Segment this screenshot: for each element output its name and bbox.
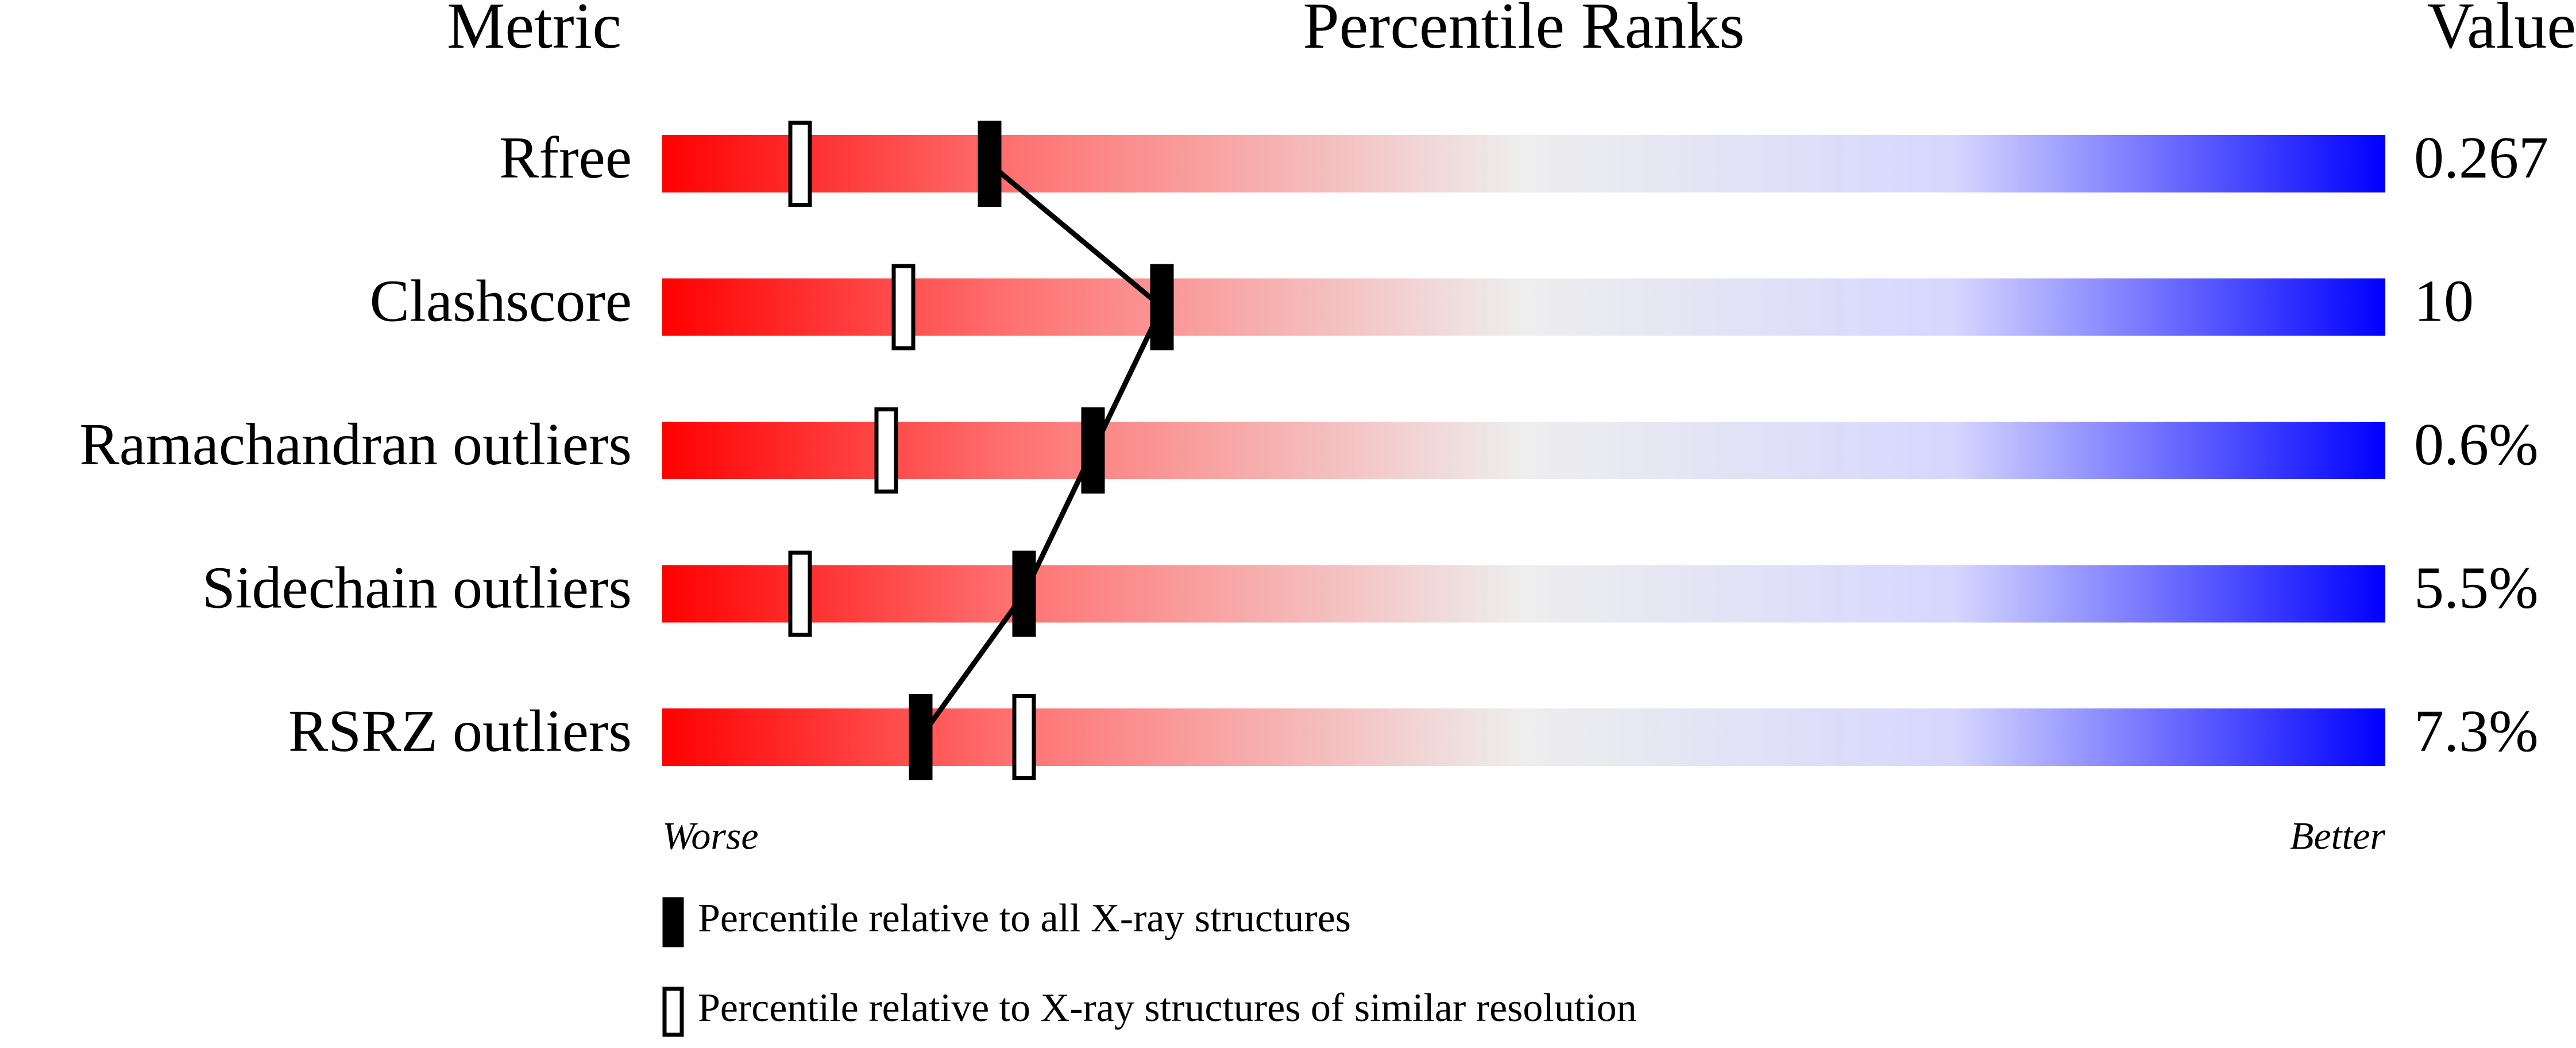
percentile-marker	[1150, 264, 1174, 350]
axis-label: Worse	[662, 814, 759, 858]
slider-bar	[662, 278, 2385, 336]
metric-label: Rfree	[499, 125, 632, 191]
slider-bar	[662, 422, 2385, 479]
slider-bar	[662, 565, 2385, 623]
percentile-marker	[1012, 550, 1036, 637]
legend-label: Percentile relative to all X-ray structu…	[698, 896, 1351, 941]
header: Value	[2427, 0, 2576, 62]
metric-label: Ramachandran outliers	[79, 411, 632, 477]
axis-label: Better	[2290, 814, 2386, 858]
legend-swatch	[662, 897, 684, 947]
percentile-marker	[1012, 694, 1036, 780]
metric-value: 7.3%	[2414, 698, 2539, 764]
legend-swatch	[662, 987, 684, 1037]
legend-label: Percentile relative to X-ray structures …	[698, 986, 1637, 1030]
header: Metric	[447, 0, 621, 62]
metric-label: Sidechain outliers	[202, 554, 632, 621]
percentile-marker	[978, 121, 1002, 207]
percentile-marker	[1081, 407, 1105, 494]
metric-value: 0.267	[2414, 125, 2548, 191]
percentile-marker	[788, 550, 812, 637]
header: Percentile Ranks	[1303, 0, 1744, 62]
slider-bar	[662, 135, 2385, 192]
metric-label: RSRZ outliers	[288, 698, 632, 764]
percentile-marker	[788, 121, 812, 207]
percentile-marker	[891, 264, 916, 350]
metric-value: 10	[2414, 268, 2474, 334]
metric-value: 0.6%	[2414, 411, 2539, 477]
slider-bar	[662, 708, 2385, 766]
metric-value: 5.5%	[2414, 554, 2539, 621]
percentile-marker	[874, 407, 898, 494]
metric-label: Clashscore	[370, 268, 632, 334]
percentile-marker	[909, 694, 933, 780]
